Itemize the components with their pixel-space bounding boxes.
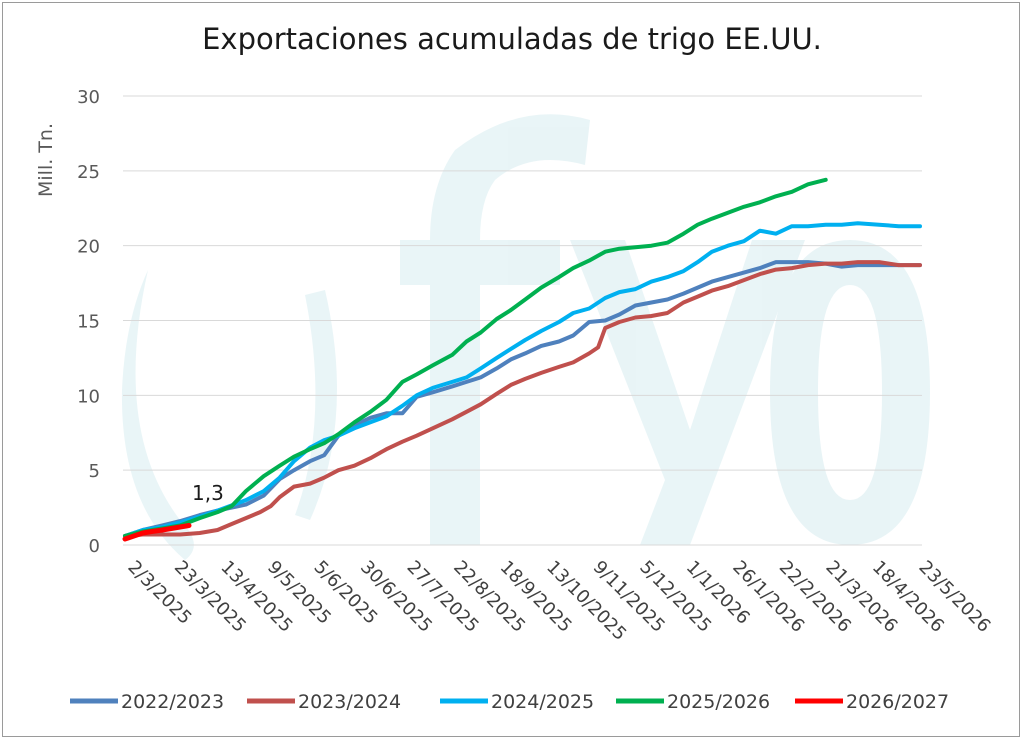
legend-label: 2022/2023 — [121, 691, 224, 713]
y-tick-label: 15 — [77, 312, 100, 333]
series-line-2024-2025 — [123, 221, 922, 538]
legend: 2022/2023 2023/2024 2024/2025 2025/2026 2026… — [70, 691, 949, 713]
series-line-2026-2027 — [122, 523, 192, 542]
y-gridlines — [123, 95, 922, 471]
fyo-watermark-logo — [121, 114, 930, 560]
series-line-2025-2026 — [123, 177, 828, 538]
y-tick-label: 10 — [77, 386, 100, 407]
x-tick-labels: 2/3/202523/3/202513/4/20259/5/20255/6/20… — [123, 557, 994, 645]
y-tick-label: 30 — [77, 87, 100, 108]
y-tick-label: 25 — [77, 162, 100, 183]
y-tick-label: 0 — [89, 536, 100, 557]
data-label-annotation: 1,3 — [192, 481, 224, 505]
series-lines — [122, 177, 922, 542]
legend-label: 2026/2027 — [846, 691, 949, 713]
series-line-2023-2024 — [123, 260, 922, 538]
y-tick-label: 20 — [77, 237, 100, 258]
y-tick-label: 5 — [89, 461, 100, 482]
chart-title: Exportaciones acumuladas de trigo EE.UU. — [202, 22, 822, 56]
legend-label: 2023/2024 — [298, 691, 401, 713]
y-axis-label: Mill. Tn. — [35, 123, 57, 197]
legend-label: 2024/2025 — [491, 691, 594, 713]
legend-label: 2025/2026 — [667, 691, 770, 713]
y-tick-labels: 0 5 10 15 20 25 30 — [77, 87, 100, 557]
